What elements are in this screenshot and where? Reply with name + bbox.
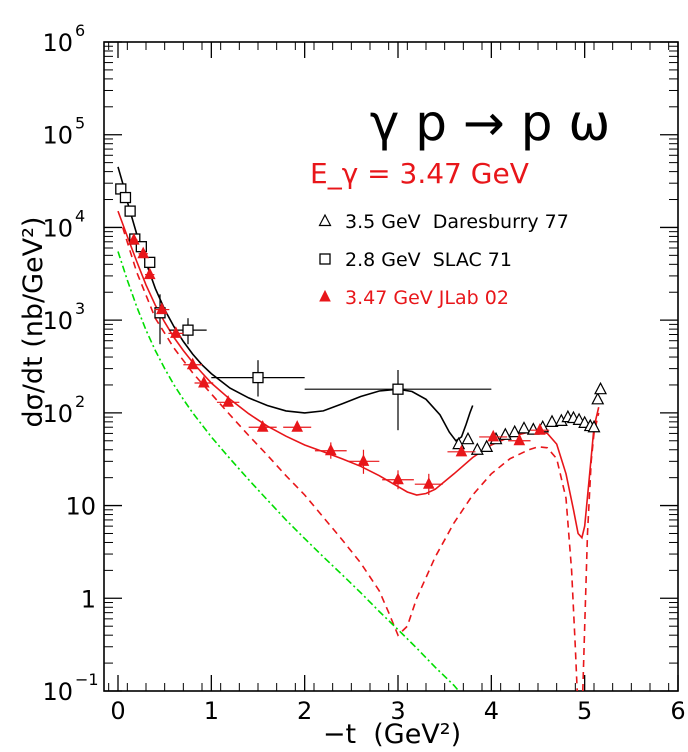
chart-title: γ p → p ω xyxy=(370,94,610,152)
y-tick-exponent: 6 xyxy=(75,21,85,40)
data-point-series-0 xyxy=(517,421,531,434)
model-curve-dashed xyxy=(582,412,600,691)
y-tick-exponent: 4 xyxy=(75,206,85,225)
data-point-series-2 xyxy=(513,433,526,446)
y-axis-label: dσ/dt (nb/GeV²) xyxy=(18,217,49,428)
data-point-series-2 xyxy=(291,420,304,432)
legend-label-jlab: 3.47 GeV JLab 02 xyxy=(345,287,509,309)
legend-label-daresbury: 3.5 GeV Daresburry 77 xyxy=(345,211,569,233)
y-tick-label: 10 xyxy=(42,678,73,706)
x-tick-label: 1 xyxy=(204,697,219,725)
data-point-series-0 xyxy=(594,381,608,395)
data-point-series-2 xyxy=(534,423,546,435)
y-tick-label: 1 xyxy=(81,585,96,613)
y-tick-label: 10 xyxy=(42,214,73,242)
data-point-series-2 xyxy=(128,232,140,245)
data-point-series-2 xyxy=(186,357,199,370)
data-point-series-2 xyxy=(256,420,269,432)
data-point-series-0 xyxy=(508,424,522,438)
data-point-series-2 xyxy=(422,477,435,489)
data-point-series-2 xyxy=(156,302,168,315)
plot-frame xyxy=(103,41,679,692)
data-point-series-1 xyxy=(144,256,156,269)
y-tick-label: 10 xyxy=(42,29,73,57)
x-axis-label: −t (GeV²) xyxy=(323,719,461,750)
data-point-series-2 xyxy=(324,443,337,456)
data-point-series-2 xyxy=(170,326,182,338)
model-curve-solid xyxy=(117,166,474,442)
data-point-series-0 xyxy=(591,392,605,405)
data-point-series-1 xyxy=(124,205,136,217)
data-point-series-0 xyxy=(461,431,475,445)
data-point-series-1 xyxy=(182,324,194,336)
y-tick-label: 10 xyxy=(42,307,73,335)
y-tick-label: 10 xyxy=(42,400,73,428)
legend: 3.5 GeV Daresburry 77 2.8 GeV SLAC 71 3.… xyxy=(318,211,569,309)
legend-label-slac: 2.8 GeV SLAC 71 xyxy=(345,249,512,271)
data-point-series-0 xyxy=(498,427,512,440)
x-tick-label: 0 xyxy=(110,697,125,725)
data-point-series-2 xyxy=(198,375,210,388)
data-point-series-0 xyxy=(587,419,601,433)
data-point-series-2 xyxy=(143,267,156,280)
model-curve-dashdot xyxy=(117,251,460,691)
data-point-series-2 xyxy=(487,429,500,442)
axis-ticks xyxy=(104,41,679,692)
data-point-series-2 xyxy=(357,454,370,466)
data-point-series-0 xyxy=(545,414,559,427)
x-tick-label: 2 xyxy=(297,697,312,725)
data-points xyxy=(115,183,608,496)
y-tick-exponent: 2 xyxy=(75,392,85,411)
y-tick-exponent: 3 xyxy=(75,299,85,318)
x-tick-label: 3 xyxy=(390,697,405,725)
data-point-series-1 xyxy=(252,371,264,384)
legend-marker-1 xyxy=(319,253,331,265)
y-tick-exponent: −1 xyxy=(75,670,99,689)
model-curve-dashed xyxy=(121,227,578,691)
data-point-series-1 xyxy=(119,191,132,204)
data-point-series-0 xyxy=(480,439,494,452)
x-tick-label: 5 xyxy=(577,697,592,725)
data-point-series-2 xyxy=(392,472,404,485)
y-tick-label: 10 xyxy=(65,493,96,521)
x-tick-label: 4 xyxy=(484,697,499,725)
x-tick-label: 6 xyxy=(670,697,685,725)
data-point-series-1 xyxy=(392,383,404,395)
data-point-series-2 xyxy=(137,246,150,259)
chart-subtitle: E_γ = 3.47 GeV xyxy=(310,157,529,190)
y-tick-label: 10 xyxy=(42,122,73,150)
legend-marker-0 xyxy=(318,213,332,227)
legend-marker-2 xyxy=(319,289,331,302)
data-point-series-0 xyxy=(470,442,484,455)
data-point-series-2 xyxy=(222,395,234,407)
data-point-series-2 xyxy=(455,444,468,457)
y-tick-exponent: 5 xyxy=(75,114,85,133)
